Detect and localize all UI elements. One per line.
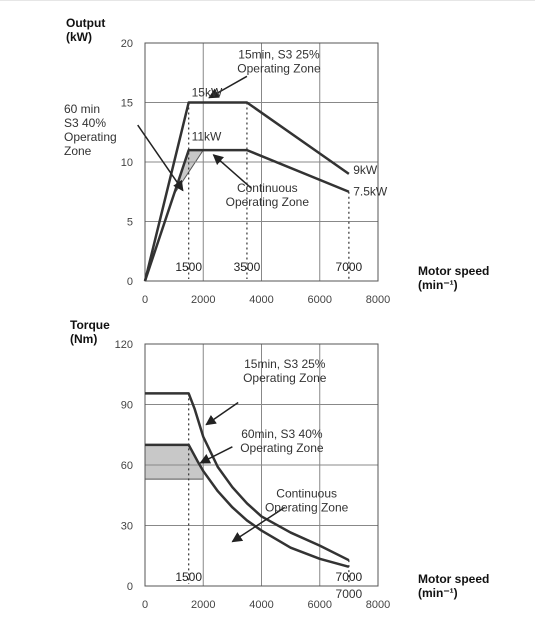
- y-tick-label: 20: [121, 38, 133, 50]
- x-tick-label: 8000: [366, 294, 390, 306]
- operating-zone-label-line: Continuous: [276, 486, 337, 500]
- y-axis-title-line: Torque: [70, 318, 110, 332]
- y-tick-label: 30: [121, 521, 133, 533]
- x-axis-title: Motor speed (min⁻¹): [418, 264, 489, 292]
- reference-speed-label: 1500: [175, 260, 202, 274]
- short-time-rating-curve: [143, 101, 350, 282]
- y-tick-label: 0: [127, 581, 133, 593]
- y-axis-title-line: (Nm): [70, 332, 97, 346]
- x-tick-label: 2000: [191, 294, 215, 306]
- y-axis-title: Torque (Nm): [70, 318, 110, 346]
- annotation-arrow: [231, 506, 286, 543]
- annotation-arrow: [212, 154, 252, 189]
- y-axis-title-line: Output: [66, 16, 105, 30]
- data-point-label: 7.5kW: [353, 184, 388, 198]
- operating-zone-label: Continuous Operating Zone: [226, 181, 310, 209]
- annotation-arrow: [199, 446, 233, 464]
- x-tick-label: 2000: [191, 599, 215, 611]
- reference-speed-label: 1500: [175, 570, 202, 584]
- annotation-arrow: [137, 124, 184, 192]
- operating-zone-label-line: Operating Zone: [226, 195, 310, 209]
- operating-zone-label: 15min, S3 25% Operating Zone: [237, 47, 321, 75]
- annotation-arrow: [205, 401, 239, 426]
- data-point-label: 7000: [336, 587, 363, 601]
- operating-zone-label-line: Operating Zone: [237, 61, 321, 75]
- x-tick-label: 6000: [308, 294, 332, 306]
- x-tick-label: 6000: [308, 599, 332, 611]
- operating-zone-label-line: Operating Zone: [265, 500, 349, 514]
- reference-speed-label: 3500: [234, 260, 261, 274]
- y-axis-title-line: (kW): [66, 30, 92, 44]
- plot-border: [144, 343, 379, 587]
- y-tick-label: 0: [127, 276, 133, 288]
- reference-speed-label: 7000: [336, 260, 363, 274]
- y-tick-label: 120: [115, 339, 133, 351]
- data-point-label: 9kW: [353, 163, 378, 177]
- y-tick-label: 5: [127, 217, 133, 229]
- y-axis-title: Output (kW): [66, 16, 105, 44]
- short-time-rating-curve: [145, 392, 350, 562]
- x-axis-title-line: (min⁻¹): [418, 278, 458, 292]
- output-chart: 0 2000 4000 6000 8000 0 5 10 15 20 Output (kW) Motor…: [64, 16, 489, 306]
- x-tick-label: 0: [142, 599, 148, 611]
- operating-zone-label: 15min, S3 25% Operating Zone: [243, 357, 327, 385]
- y-tick-label: 60: [121, 460, 133, 472]
- data-point-label: 11kW: [192, 130, 222, 144]
- x-axis-title-line: Motor speed: [418, 264, 489, 278]
- x-axis-title-line: Motor speed: [418, 572, 489, 586]
- annotation-arrow: [208, 75, 248, 99]
- operating-zone-label: Continuous Operating Zone: [265, 486, 349, 514]
- x-axis-title: Motor speed (min⁻¹): [418, 572, 489, 600]
- operating-zone-label-line: 60min, S3 40%: [241, 427, 323, 441]
- operating-zone-label-line: Operating Zone: [243, 371, 327, 385]
- continuous-rating-curve: [143, 148, 350, 282]
- x-axis-title-line: (min⁻¹): [418, 586, 458, 600]
- outside-zone-label-line: Operating: [64, 130, 117, 144]
- operating-zone-label-line: Operating Zone: [240, 441, 324, 455]
- continuous-rating-curve: [145, 443, 350, 569]
- shaded-operating-region: [144, 444, 204, 480]
- outside-zone-label: 60 min S3 40% Operating Zone: [64, 102, 117, 158]
- outside-zone-label-line: S3 40%: [64, 116, 106, 130]
- x-tick-label: 4000: [249, 294, 273, 306]
- x-tick-label: 8000: [366, 599, 390, 611]
- operating-zone-label-line: Continuous: [237, 181, 298, 195]
- outside-zone-label-line: 60 min: [64, 102, 100, 116]
- y-tick-label: 10: [121, 157, 133, 169]
- x-tick-label: 0: [142, 294, 148, 306]
- reference-speed-label: 7000: [336, 570, 363, 584]
- y-tick-label: 90: [121, 400, 133, 412]
- x-tick-label: 4000: [249, 599, 273, 611]
- data-point-label: 15kW: [192, 86, 223, 100]
- operating-zone-label: 60min, S3 40% Operating Zone: [240, 427, 324, 455]
- y-tick-label: 15: [121, 98, 133, 110]
- operating-zone-label-line: 15min, S3 25%: [244, 357, 326, 371]
- operating-zone-label-line: 15min, S3 25%: [238, 47, 320, 61]
- outside-zone-label-line: Zone: [64, 144, 92, 158]
- plot-border: [144, 42, 379, 282]
